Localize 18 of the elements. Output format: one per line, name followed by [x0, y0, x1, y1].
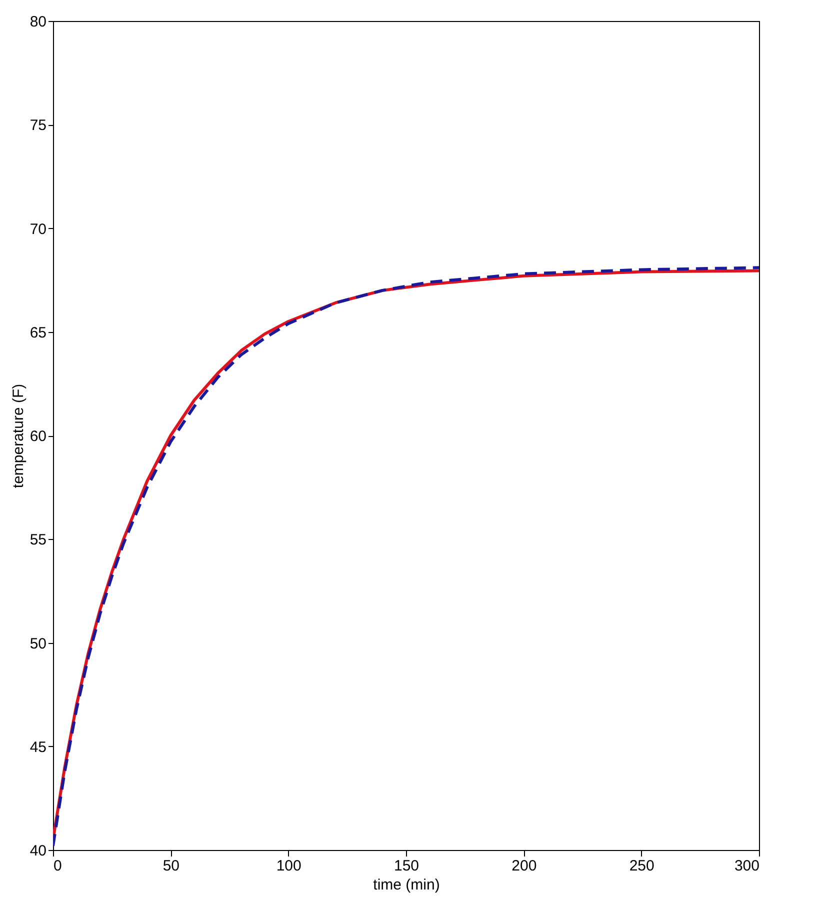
x-tick-label: 150	[394, 858, 420, 874]
y-tick-label: 80	[30, 14, 46, 30]
y-tick-label: 70	[30, 220, 46, 238]
y-tick-label: 45	[30, 738, 46, 756]
y-tick-label: 75	[30, 117, 46, 134]
x-tick-label: 50	[162, 858, 180, 874]
y-tick-label: 60	[30, 428, 46, 445]
x-tick-label: 0	[54, 858, 62, 874]
x-tick-label: 300	[734, 858, 760, 874]
x-tick-label: 200	[512, 858, 537, 874]
y-tick-label: 65	[30, 324, 46, 342]
x-tick-label: 100	[276, 858, 302, 874]
x-tick-label: 250	[629, 858, 654, 874]
y-tick-label: 50	[30, 635, 46, 652]
y-tick-label: 40	[30, 842, 46, 860]
y-tick-label: 55	[30, 532, 46, 549]
y-axis-title: temperature (F)	[10, 384, 27, 488]
x-axis-title: time (min)	[373, 876, 440, 894]
